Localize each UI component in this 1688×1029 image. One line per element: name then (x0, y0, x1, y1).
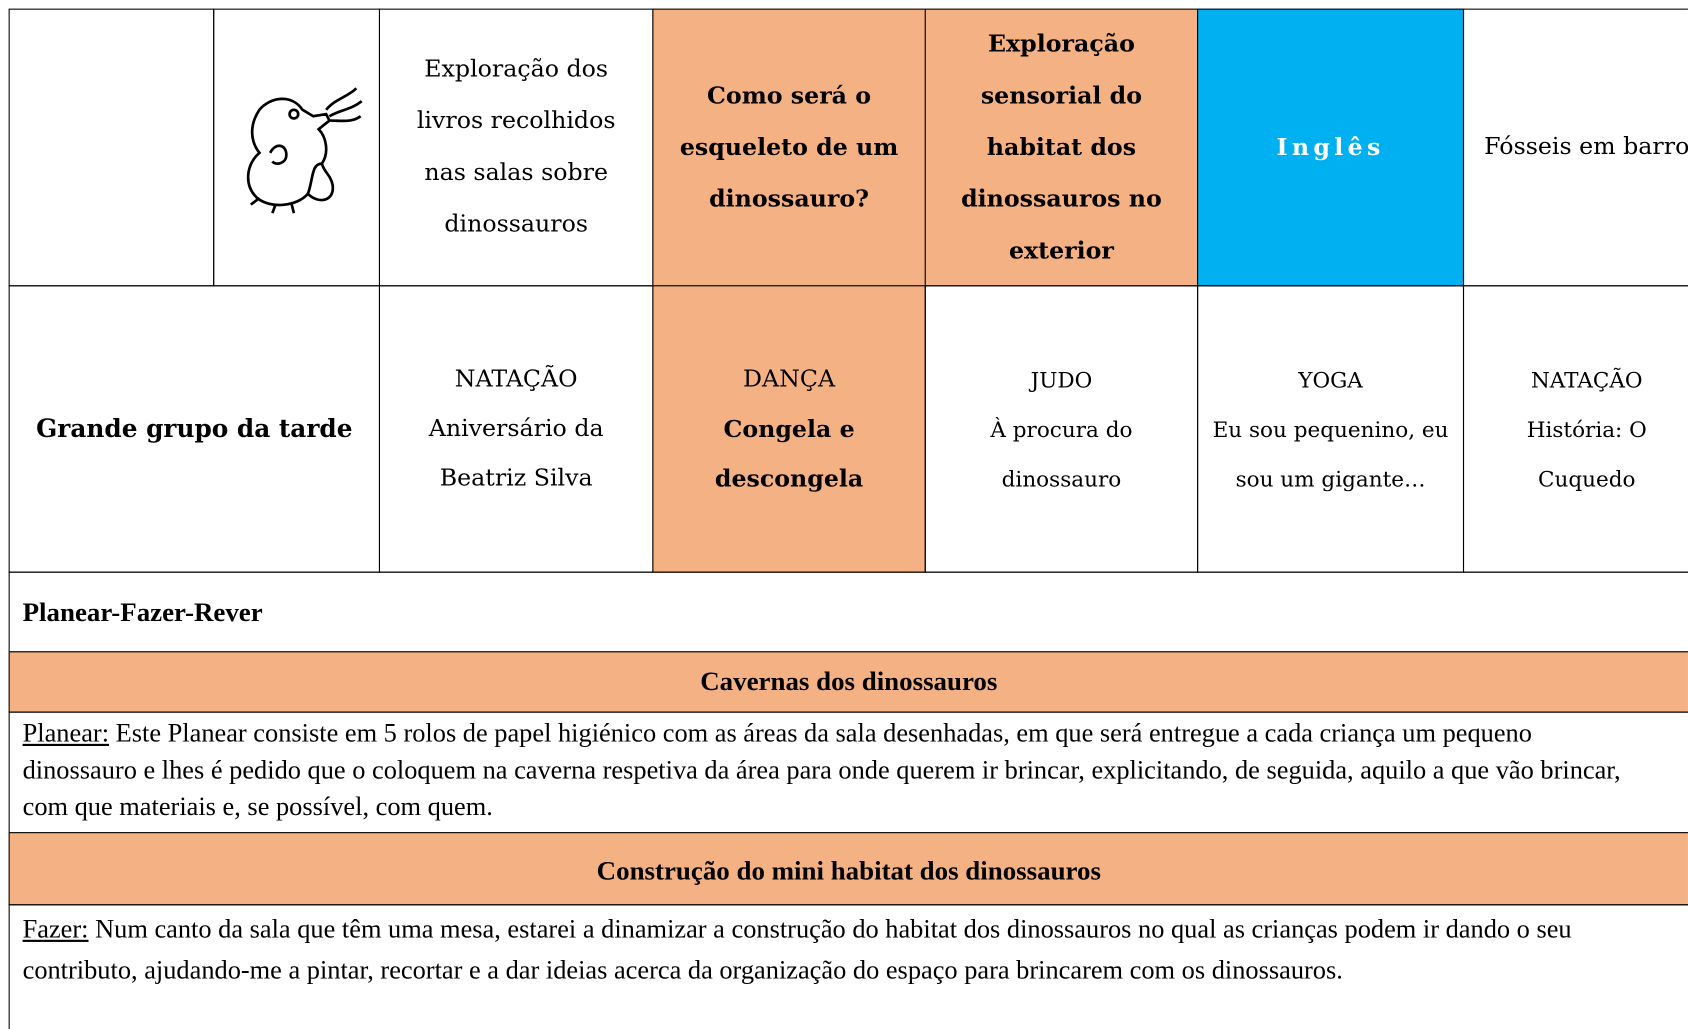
afternoon-cell: JUDO À procura do dinossauro (924, 285, 1199, 573)
block-label: Fazer: (22, 915, 89, 945)
activity-cell: Fósseis em barro (1462, 8, 1688, 287)
activity-text: Aniversário da Beatriz Silva (428, 414, 604, 492)
block-text: Num canto da sala que têm uma mesa, esta… (22, 915, 1572, 985)
section-title-text: Planear-Fazer-Rever (22, 598, 263, 628)
activity-text: Congela e descongela (714, 414, 864, 493)
cell-text: Como será o esqueleto de um dinossauro? (679, 81, 899, 214)
row-label: Grande grupo da tarde (8, 285, 381, 573)
heading-text: Construção do mini habitat dos dinossaur… (596, 856, 1101, 886)
activity-cell: Exploração dos livros recolhidos nas sal… (378, 8, 654, 287)
activity-text: Eu sou pequenino, eu sou um gigante… (1212, 416, 1449, 492)
label-text: Grande grupo da tarde (36, 413, 353, 443)
dinosaur-icon (246, 87, 363, 214)
afternoon-cell: DANÇA Congela e descongela (652, 285, 926, 573)
activity-cell: Exploração sensorial do habitat dos dino… (924, 8, 1199, 287)
image-cell (213, 8, 381, 287)
activity-type: JUDO (1030, 366, 1093, 393)
activity-type: YOGA (1298, 366, 1363, 393)
heading-text: Cavernas dos dinossauros (700, 667, 998, 697)
afternoon-cell: YOGA Eu sou pequenino, eu sou um gigante… (1197, 285, 1465, 573)
activity-type: DANÇA (743, 365, 836, 393)
activity-type: NATAÇÃO (454, 365, 578, 393)
activity-text: À procura do dinossauro (990, 416, 1133, 492)
block-body: Planear: Este Planear consiste em 5 rolo… (8, 711, 1688, 834)
activity-cell: Como será o esqueleto de um dinossauro? (652, 8, 926, 287)
afternoon-cell: NATAÇÃO Aniversário da Beatriz Silva (378, 285, 654, 573)
afternoon-cell: NATAÇÃO História: O Cuquedo (1462, 285, 1688, 573)
empty-cell (8, 8, 215, 287)
block-label: Planear: (22, 719, 110, 749)
cell-text: Exploração dos livros recolhidos nas sal… (416, 55, 616, 238)
cell-text: Exploração sensorial do habitat dos dino… (961, 30, 1162, 265)
activity-cell: Inglês (1197, 8, 1465, 287)
cell-text: Fósseis em barro (1484, 133, 1688, 161)
block-text: Este Planear consiste em 5 rolos de pape… (22, 719, 1621, 822)
block-heading: Cavernas dos dinossauros (8, 651, 1688, 713)
cell-text: Inglês (1276, 133, 1385, 162)
activity-type: NATAÇÃO (1530, 366, 1643, 393)
block-heading: Construção do mini habitat dos dinossaur… (8, 832, 1688, 906)
section-title: Planear-Fazer-Rever (8, 571, 1688, 653)
block-body: Fazer: Num canto da sala que têm uma mes… (8, 904, 1688, 1029)
activity-text: História: O Cuquedo (1526, 416, 1647, 492)
